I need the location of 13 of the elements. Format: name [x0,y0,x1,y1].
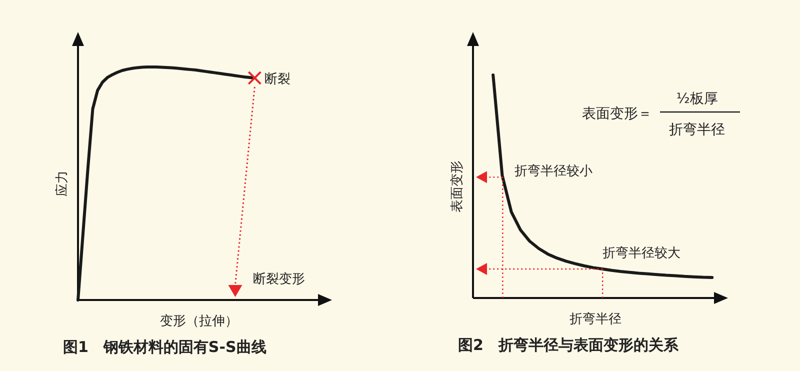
annotation: ½板厚 [676,91,718,107]
annotation: 折弯半径较小 [514,163,593,180]
y-axis-title: 应力 [54,170,70,196]
annotation: 折弯半径 [669,122,725,138]
annotation: 折弯半径较大 [602,245,681,262]
annotation: 断裂变形 [253,272,306,287]
x-axis-title: 折弯半径 [570,311,622,327]
x-axis-title: 变形（拉伸） [160,314,238,329]
text: 图2 折弯半径与表面变形的关系 [458,336,680,354]
text: 图1 钢铁材料的固有S-S曲线 [63,338,266,356]
text: 断裂 [264,72,291,87]
y-axis-title: 表面变形 [450,160,465,212]
annotation: 表面变形＝ [582,106,652,122]
